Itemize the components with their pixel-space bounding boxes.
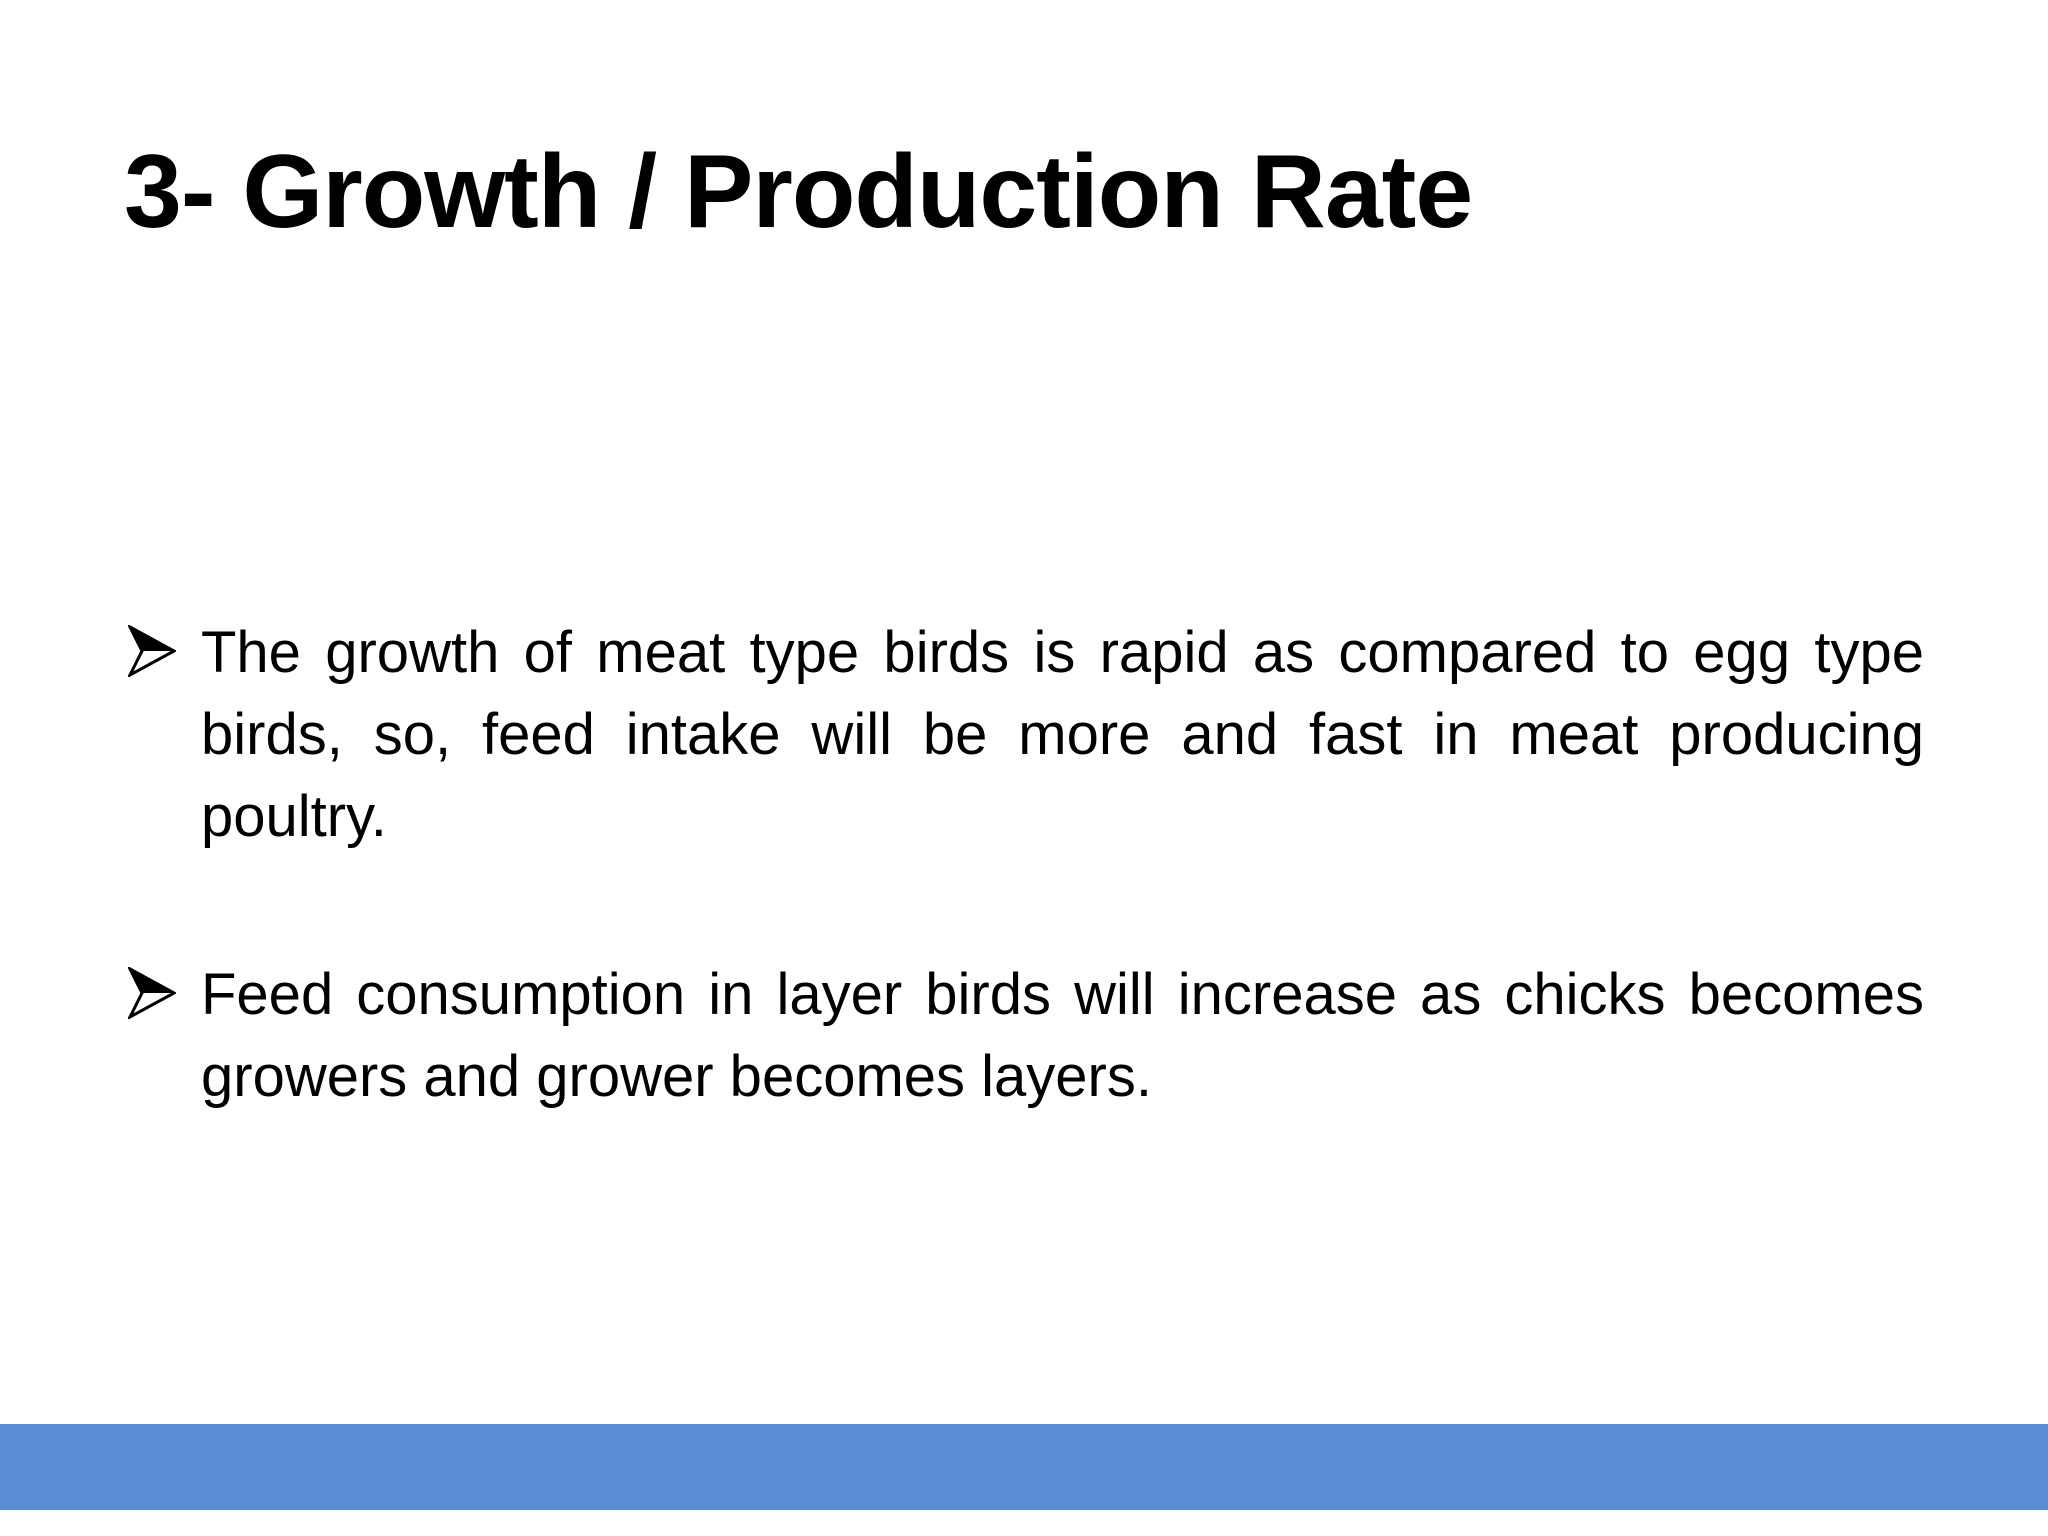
- bullet-list: The growth of meat type birds is rapid a…: [124, 612, 1924, 1214]
- bullet-text: The growth of meat type birds is rapid a…: [201, 620, 1924, 849]
- slide-title: 3- Growth / Production Rate: [124, 134, 1473, 250]
- footer-bar: [0, 1424, 2048, 1510]
- arrow-bullet-icon: [128, 967, 176, 1019]
- bullet-item: The growth of meat type birds is rapid a…: [124, 612, 1924, 858]
- arrow-bullet-icon: [128, 625, 176, 677]
- bullet-text: Feed consumption in layer birds will inc…: [201, 962, 1924, 1109]
- bullet-item: Feed consumption in layer birds will inc…: [124, 954, 1924, 1118]
